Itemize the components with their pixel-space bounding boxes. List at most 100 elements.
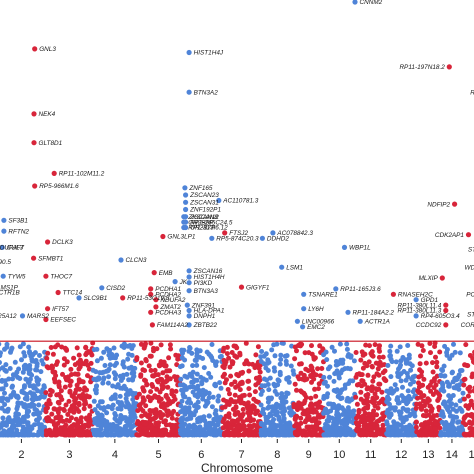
significant-snp-point <box>183 219 189 225</box>
significant-snp-point <box>31 111 37 117</box>
snp-point-chr7 <box>240 407 246 412</box>
snp-point-chr6 <box>200 356 206 361</box>
snp-point-chr10 <box>346 398 352 404</box>
snp-point-chr7 <box>235 410 241 416</box>
snp-point-chr5 <box>150 384 156 389</box>
snp-point-chr8 <box>259 409 265 415</box>
gene-label: HIST1H4H <box>194 274 225 281</box>
significant-snp-point <box>183 224 189 231</box>
snp-point-chr4 <box>106 348 112 354</box>
snp-point-chr3 <box>66 431 71 437</box>
snp-point-chr10 <box>341 429 347 434</box>
snp-point-chr11 <box>376 362 382 368</box>
snp-point-chr14 <box>449 370 455 376</box>
snp-point-chr2 <box>8 393 14 399</box>
snp-point-chr3 <box>55 430 61 436</box>
snp-point-chr3 <box>46 415 51 421</box>
snp-point-chr7 <box>245 400 251 406</box>
snp-point-chr10 <box>341 407 347 413</box>
snp-point-chr11 <box>382 368 388 374</box>
snp-point-chr3 <box>61 362 67 368</box>
gene-label: ZSCAN31 <box>189 200 219 207</box>
gene-label: EEFSEC <box>50 317 76 324</box>
gene-label: MARS2 <box>27 313 49 320</box>
snp-point-chr8 <box>273 402 279 408</box>
snp-point-chr5 <box>174 362 180 368</box>
x-tick-label: 11 <box>365 449 376 461</box>
snp-point-chr5 <box>169 415 175 421</box>
snp-point-chr6 <box>206 413 212 419</box>
snp-point-chr13 <box>423 413 429 419</box>
snp-point-chr10 <box>345 405 351 411</box>
snp-point-chr2 <box>27 390 33 396</box>
snp-point-chr2 <box>3 382 9 388</box>
snp-point-chr2 <box>5 408 11 414</box>
snp-point-chr5 <box>138 360 144 366</box>
gene-label: GIGYF1 <box>246 284 270 291</box>
snp-point-chr9 <box>313 421 319 427</box>
snp-point-chr8 <box>284 390 290 396</box>
snp-point-chr10 <box>333 389 339 394</box>
snp-point-chr7 <box>226 355 232 361</box>
gene-label: SFMBT1 <box>38 255 64 262</box>
snp-point-chr8 <box>281 412 286 418</box>
snp-point-chr4 <box>123 392 129 398</box>
snp-point-chr7 <box>255 380 261 386</box>
snp-point-chr2 <box>19 388 25 394</box>
snp-point-chr4 <box>101 405 107 411</box>
snp-point-chr2 <box>20 417 26 423</box>
significant-snp-point <box>32 183 38 189</box>
snp-point-chr6 <box>209 404 215 410</box>
snp-point-chr6 <box>213 363 219 368</box>
snp-point-chr3 <box>47 392 53 398</box>
snp-point-chr5 <box>148 340 154 346</box>
snp-point-chr2 <box>32 422 37 428</box>
snp-point-chr6 <box>190 363 196 369</box>
snp-point-chr12 <box>401 432 407 438</box>
snp-point-chr8 <box>272 388 278 394</box>
snp-point-chr2 <box>0 424 1 429</box>
snp-point-chr10 <box>348 353 354 359</box>
gene-label: DCLK3 <box>52 239 73 246</box>
snp-point-chr3 <box>49 388 55 394</box>
snp-point-chr3 <box>68 378 74 384</box>
snp-point-chr4 <box>117 393 123 399</box>
snp-point-chr11 <box>375 405 381 411</box>
snp-point-chr14 <box>440 368 446 373</box>
significant-snp-point <box>43 273 49 279</box>
snp-point-chr3 <box>64 347 70 353</box>
snp-point-chr11 <box>356 409 362 415</box>
snp-point-chr6 <box>201 376 206 382</box>
snp-point-chr14 <box>446 432 452 438</box>
snp-point-chr9 <box>302 392 308 398</box>
snp-point-chr9 <box>294 348 299 354</box>
snp-point-chr7 <box>235 424 241 430</box>
snp-point-chr3 <box>67 383 73 388</box>
snp-point-chr11 <box>370 395 376 401</box>
snp-point-chr5 <box>152 372 158 378</box>
snp-point-chr12 <box>396 366 401 372</box>
snp-point-chr2 <box>14 410 20 416</box>
snp-point-chr9 <box>306 424 312 430</box>
snp-point-chr8 <box>277 369 283 375</box>
snp-point-chr2 <box>0 415 6 421</box>
snp-point-chr14 <box>457 368 463 374</box>
snp-point-chr12 <box>405 432 411 438</box>
snp-point-chr3 <box>82 385 88 391</box>
x-tick-label: 9 <box>306 449 312 461</box>
snp-point-chr10 <box>332 348 337 354</box>
snp-point-chr12 <box>409 432 415 438</box>
significant-snp-point <box>443 302 449 308</box>
snp-point-chr15 <box>465 393 471 399</box>
snp-point-chr14 <box>460 390 466 396</box>
snp-point-chr3 <box>85 373 90 379</box>
snp-point-chr3 <box>67 388 73 394</box>
snp-point-chr2 <box>36 402 42 408</box>
snp-point-chr12 <box>390 429 395 435</box>
snp-point-chr2 <box>22 383 27 389</box>
snp-point-chr5 <box>162 379 168 385</box>
snp-point-chr12 <box>393 359 399 365</box>
significant-snp-point <box>443 307 449 314</box>
snp-point-chr8 <box>290 368 296 374</box>
snp-point-chr9 <box>294 413 300 419</box>
